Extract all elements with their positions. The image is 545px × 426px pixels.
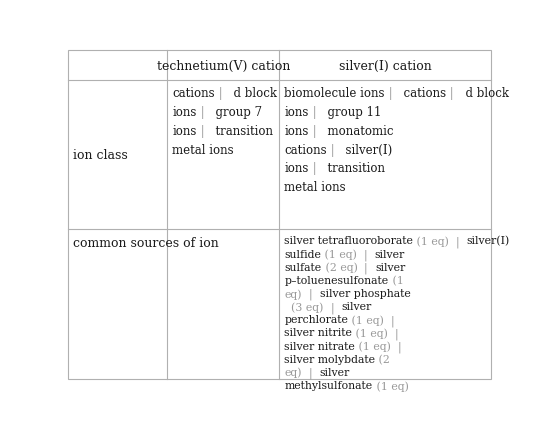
Text: ions: ions [172,124,197,138]
Text: silver: silver [375,262,405,272]
Text: common sources of ion: common sources of ion [73,236,219,249]
Text: silver nitrite: silver nitrite [284,328,352,338]
Text: transition: transition [320,162,385,175]
Text: methylsulfonate: methylsulfonate [284,380,372,390]
Text: |: | [388,328,399,339]
Text: |: | [327,143,338,156]
Text: ion class: ion class [73,149,128,162]
Text: silver: silver [341,302,372,311]
Text: monatomic: monatomic [320,124,393,138]
Text: (2: (2 [376,354,390,364]
Text: ions: ions [284,124,309,138]
Text: |: | [324,302,341,313]
Text: ions: ions [284,106,309,119]
Text: silver molybdate: silver molybdate [284,354,376,364]
Text: biomolecule ions: biomolecule ions [284,87,385,100]
Text: |: | [215,87,227,100]
Text: (1 eq): (1 eq) [413,236,449,246]
Text: silver(I): silver(I) [467,236,510,246]
Text: |: | [197,124,208,138]
Text: (1 eq): (1 eq) [348,314,384,325]
Text: ions: ions [172,106,197,119]
Text: |: | [446,87,458,100]
Text: sulfate: sulfate [284,262,322,272]
Text: (1 eq): (1 eq) [352,328,388,338]
Text: ions: ions [284,162,309,175]
Text: silver: silver [375,249,405,259]
Text: |: | [302,367,319,378]
Text: silver nitrate: silver nitrate [284,341,355,351]
Text: p–toluenesulfonate: p–toluenesulfonate [284,275,389,285]
Text: metal ions: metal ions [172,143,234,156]
Text: |: | [309,162,320,175]
Text: |: | [384,314,395,326]
Text: technetium(V) cation: technetium(V) cation [156,60,290,73]
Text: transition: transition [208,124,273,138]
Text: silver tetrafluoroborate: silver tetrafluoroborate [284,236,413,246]
Text: group 11: group 11 [320,106,381,119]
Text: |: | [385,87,396,100]
Text: |: | [391,341,402,352]
Text: (1 eq): (1 eq) [372,380,408,391]
Text: |: | [197,106,208,119]
Text: perchlorate: perchlorate [284,314,348,325]
Text: |: | [302,288,319,300]
Text: (1 eq): (1 eq) [355,341,391,351]
Text: cations: cations [172,87,215,100]
Text: |: | [449,236,467,247]
Text: d block: d block [227,87,277,100]
Text: |: | [309,106,320,119]
Text: silver: silver [319,367,350,377]
Text: silver(I): silver(I) [338,143,392,156]
Text: eq): eq) [284,367,302,377]
Text: cations: cations [396,87,446,100]
Text: |: | [358,262,375,273]
Text: metal ions: metal ions [284,181,346,194]
Text: (1: (1 [389,275,403,285]
Text: cations: cations [284,143,327,156]
Text: (3 eq): (3 eq) [284,302,324,312]
Text: group 7: group 7 [208,106,262,119]
Text: silver(I) cation: silver(I) cation [338,60,431,73]
Text: sulfide: sulfide [284,249,321,259]
Text: (1 eq): (1 eq) [321,249,357,259]
Text: (2 eq): (2 eq) [322,262,358,273]
Text: |: | [309,124,320,138]
Text: d block: d block [458,87,508,100]
Text: silver phosphate: silver phosphate [319,288,410,298]
Text: eq): eq) [284,288,302,299]
Text: |: | [357,249,375,260]
